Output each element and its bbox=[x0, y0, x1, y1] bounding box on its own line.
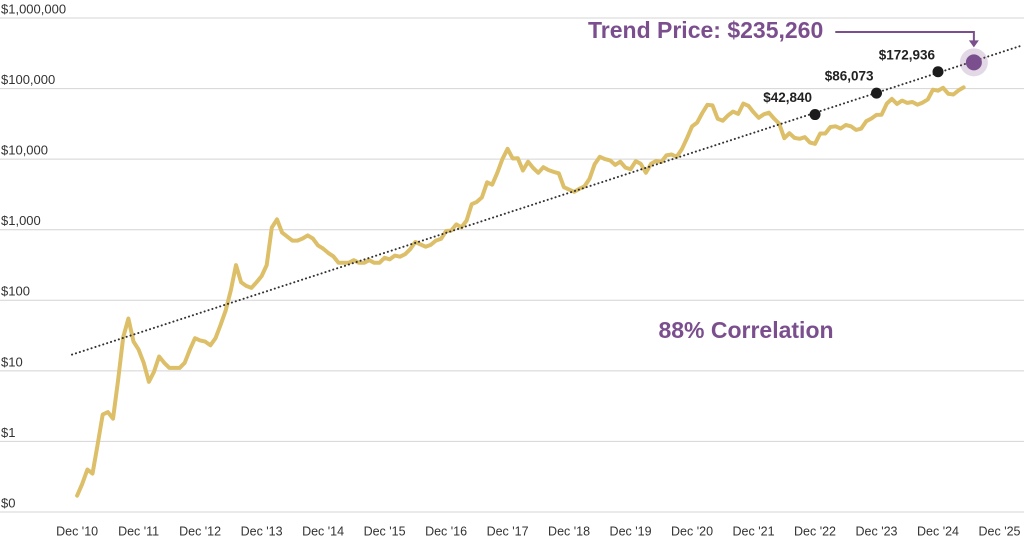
correlation-label: 88% Correlation bbox=[658, 317, 833, 343]
x-tick-label: Dec '11 bbox=[118, 524, 159, 538]
x-tick-label: Dec '14 bbox=[302, 524, 344, 538]
x-tick-label: Dec '18 bbox=[548, 524, 590, 538]
y-tick-label: $100,000 bbox=[1, 72, 55, 87]
x-tick-label: Dec '25 bbox=[979, 524, 1021, 538]
x-tick-label: Dec '13 bbox=[241, 524, 283, 538]
y-tick-label: $100 bbox=[1, 284, 30, 299]
plot bbox=[71, 45, 1021, 498]
trend-price-point bbox=[965, 54, 982, 71]
trend-price-arrowhead bbox=[968, 40, 979, 48]
x-tick-label: Dec '23 bbox=[856, 524, 898, 538]
trend-marker bbox=[809, 109, 821, 121]
x-tick-label: Dec '10 bbox=[56, 524, 98, 538]
labels: $0 $1 $10 $100 $1,000 $10,000 $100,000 $1,000,0… bbox=[1, 1, 1021, 538]
marker-label: $42,840 bbox=[763, 90, 812, 105]
x-tick-label: Dec '24 bbox=[917, 524, 959, 538]
x-tick-label: Dec '16 bbox=[425, 524, 467, 538]
marker-label: $86,073 bbox=[825, 69, 874, 84]
x-tick-label: Dec '17 bbox=[487, 524, 529, 538]
trend-price-label: Trend Price: $235,260 bbox=[588, 17, 823, 43]
y-tick-label: $1,000,000 bbox=[1, 1, 66, 16]
x-tick-label: Dec '22 bbox=[794, 524, 836, 538]
x-tick-label: Dec '20 bbox=[671, 524, 713, 538]
trend-price-arrow bbox=[835, 31, 975, 43]
y-tick-label: $10,000 bbox=[1, 143, 48, 158]
y-tick-label: $10 bbox=[1, 354, 23, 369]
x-tick-label: Dec '21 bbox=[733, 524, 775, 538]
x-tick-label: Dec '19 bbox=[610, 524, 652, 538]
x-tick-label: Dec '15 bbox=[364, 524, 406, 538]
x-tick-label: Dec '12 bbox=[179, 524, 221, 538]
y-tick-label: $0 bbox=[1, 495, 15, 510]
grid bbox=[0, 17, 1024, 513]
y-tick-label: $1 bbox=[1, 425, 15, 440]
trend-marker bbox=[871, 87, 883, 99]
price-line bbox=[75, 85, 966, 498]
marker-label: $172,936 bbox=[879, 47, 936, 62]
y-tick-label: $1,000 bbox=[1, 213, 41, 228]
trend-marker bbox=[932, 66, 944, 78]
